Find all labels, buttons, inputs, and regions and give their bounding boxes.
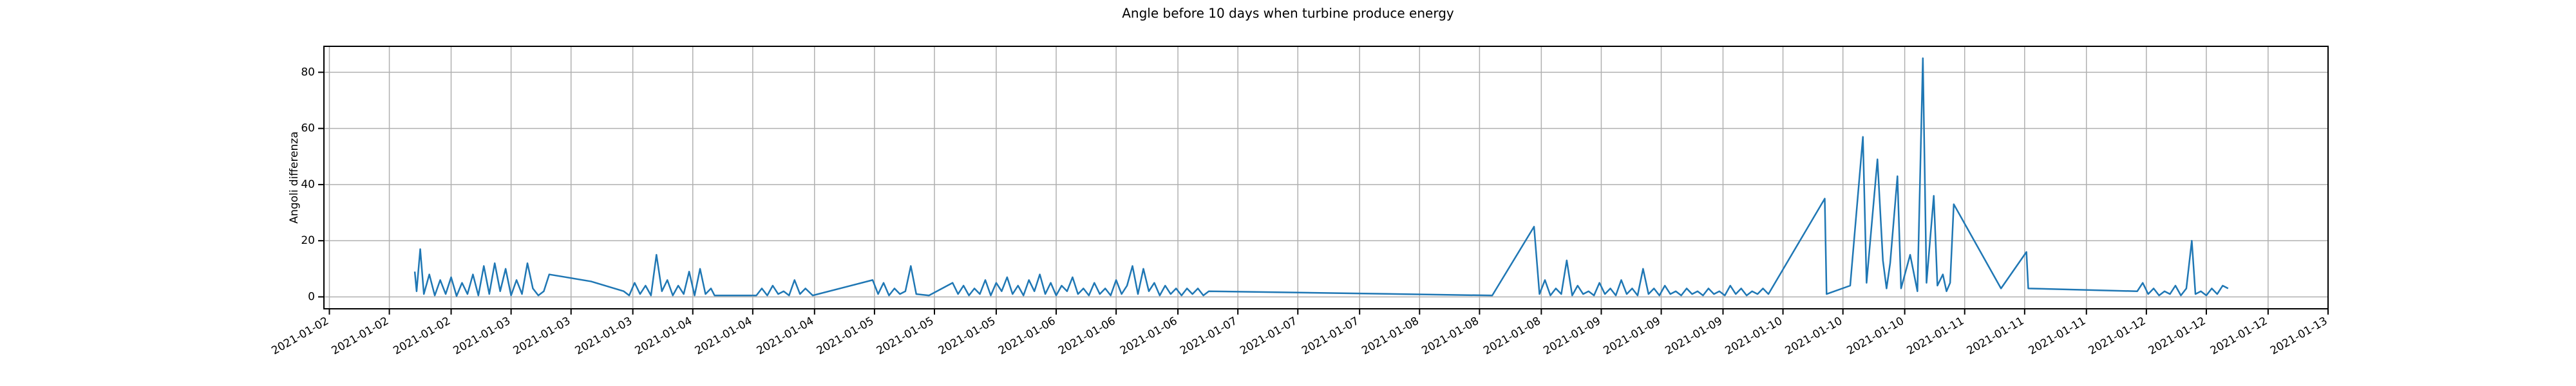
x-tick-label: 2021-01-11: [2027, 315, 2088, 358]
x-tick-label: 2021-01-12: [2208, 315, 2270, 358]
x-tick-label: 2021-01-04: [755, 315, 817, 358]
x-tick-label: 2021-01-07: [1178, 315, 1240, 358]
x-tick-label: 2021-01-12: [2146, 315, 2208, 358]
plot-frame: [323, 46, 2329, 309]
x-tick-label: 2021-01-09: [1663, 315, 1725, 358]
x-tick-label: 2021-01-04: [633, 315, 695, 358]
x-tick-label: 2021-01-08: [1359, 315, 1421, 358]
x-tick-label: 2021-01-03: [451, 315, 513, 358]
x-tick-label: 2021-01-09: [1541, 315, 1603, 358]
x-tick-label: 2021-01-10: [1783, 315, 1845, 358]
x-tick-label: 2021-01-05: [815, 315, 876, 358]
x-tick-label: 2021-01-08: [1481, 315, 1543, 358]
x-tick-label: 2021-01-06: [996, 315, 1058, 358]
chart-title: Angle before 10 days when turbine produc…: [1122, 6, 1454, 21]
x-tick-label: 2021-01-05: [936, 315, 998, 358]
x-tick-label: 2021-01-07: [1238, 315, 1300, 358]
x-tick-label: 2021-01-02: [269, 315, 331, 358]
x-tick-label: 2021-01-07: [1300, 315, 1361, 358]
y-tick-label: 40: [301, 178, 315, 191]
x-tick-label: 2021-01-08: [1419, 315, 1481, 358]
y-tick-label: 20: [301, 234, 315, 247]
x-tick-label: 2021-01-06: [1118, 315, 1180, 358]
line-series: [413, 57, 2229, 297]
x-tick-label: 2021-01-05: [875, 315, 936, 358]
y-tick-label: 0: [308, 290, 315, 303]
x-tick-label: 2021-01-02: [330, 315, 392, 358]
x-tick-label: 2021-01-11: [1965, 315, 2027, 358]
y-tick-label: 80: [301, 66, 315, 78]
x-tick-label: 2021-01-03: [511, 315, 573, 358]
x-tick-label: 2021-01-06: [1056, 315, 1118, 358]
x-tick-label: 2021-01-09: [1601, 315, 1663, 358]
x-tick-label: 2021-01-10: [1723, 315, 1785, 358]
x-tick-label: 2021-01-11: [1905, 315, 1967, 358]
x-tick-label: 2021-01-13: [2268, 315, 2330, 358]
x-tick-label: 2021-01-12: [2087, 315, 2148, 358]
x-tick-label: 2021-01-04: [693, 315, 755, 358]
x-tick-label: 2021-01-02: [391, 315, 453, 358]
y-tick-label: 60: [301, 122, 315, 135]
x-tick-label: 2021-01-03: [573, 315, 635, 358]
x-tick-label: 2021-01-10: [1845, 315, 1907, 358]
y-axis-label: Angoli differenza: [288, 131, 301, 223]
